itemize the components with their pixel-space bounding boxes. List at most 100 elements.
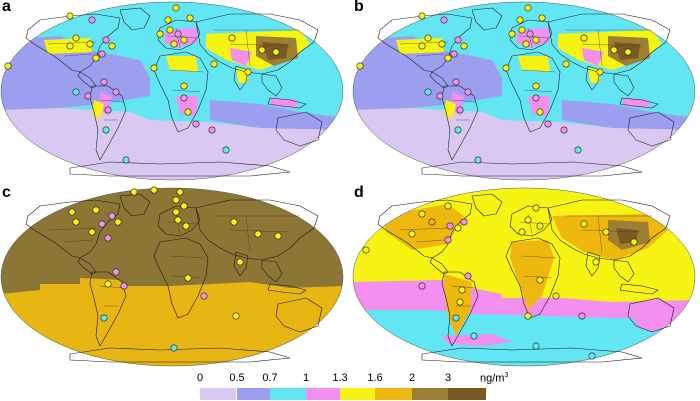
continent-centralAmerica [429,257,449,275]
station-marker [180,202,188,210]
station-marker [456,298,464,306]
station-marker [356,62,364,70]
station-marker [88,16,96,24]
station-marker [192,120,200,128]
station-marker [474,156,482,164]
station-marker [84,92,92,100]
station-marker [112,268,120,276]
station-marker [532,94,540,102]
station-marker [578,312,586,320]
station-marker [104,106,112,114]
station-marker [516,16,524,24]
land-north-america [382,204,464,250]
colorbar-unit-exp: 3 [504,372,509,379]
station-marker [454,224,462,232]
country-border [523,275,553,279]
ocean-mid-indian [562,100,695,130]
station-marker [114,218,122,226]
station-marker [108,42,116,50]
station-marker [112,88,120,96]
station-marker [424,34,432,42]
station-marker [274,232,282,240]
station-marker [236,258,244,266]
country-border [167,35,197,39]
station-marker [88,228,96,236]
station-marker [176,188,184,196]
concentration-region [92,100,104,120]
station-marker [452,78,460,86]
station-marker [180,36,188,44]
station-marker [560,126,568,134]
station-marker [524,216,532,224]
station-marker [452,314,460,322]
country-border [169,69,205,73]
ocean-mid-pacific [1,36,150,110]
station-marker [602,228,610,236]
continent-africa [505,237,561,319]
continent-centralAmerica [429,71,449,89]
map-d [352,187,696,367]
station-marker [532,82,540,90]
continent-indonesia [619,97,659,109]
country-border [519,35,549,39]
country-border [597,215,603,253]
station-marker [454,126,462,134]
colorbar-swatch [237,388,270,400]
ocean-band [692,150,695,160]
continent-centralAmerica [77,257,97,275]
country-border [521,255,557,259]
station-marker [164,16,172,24]
station-marker [460,218,468,226]
station-marker [428,218,436,226]
country-border [415,53,445,57]
concentration-region [166,56,198,72]
station-marker [170,344,178,352]
station-marker [200,292,208,300]
continent-southAmerica [89,271,127,347]
station-marker [150,64,158,72]
station-marker [580,220,588,228]
station-marker [92,54,100,62]
station-marker [228,34,236,42]
colorbar-tick: 3 [444,372,452,384]
station-marker [166,26,174,34]
station-marker [470,332,478,340]
station-marker [464,88,472,96]
station-marker [610,46,618,54]
station-marker [536,222,544,230]
station-marker [362,246,370,254]
land-africa [510,240,554,310]
colorbar-swatch [375,388,412,400]
ocean-south [353,108,695,180]
country-border [229,229,291,233]
continent-seAsia [613,73,635,97]
station-marker [418,42,426,50]
continent-asia [547,199,671,261]
colorbar-swatch [340,388,375,400]
map-panel-c: c [0,184,344,369]
station-marker [460,42,468,50]
station-marker [450,50,458,58]
station-marker [630,238,638,246]
station-marker [230,218,238,226]
station-marker [532,204,540,212]
continent-southAmerica [441,85,479,161]
ocean-band [340,150,343,160]
station-marker [522,40,530,48]
station-marker [592,258,600,266]
station-marker [464,272,472,280]
station-marker [408,230,416,238]
station-marker [526,30,534,38]
station-marker [150,186,158,194]
panel-label-c: c [2,184,11,201]
station-marker [4,62,12,70]
country-border [99,285,125,289]
station-marker [72,34,80,42]
continent-africa [153,51,209,133]
country-border [167,221,197,225]
land-australia [630,298,674,332]
continent-northAmerica [377,13,473,73]
country-border [521,69,557,73]
country-border [519,221,549,225]
colorbar-swatch [448,388,486,400]
